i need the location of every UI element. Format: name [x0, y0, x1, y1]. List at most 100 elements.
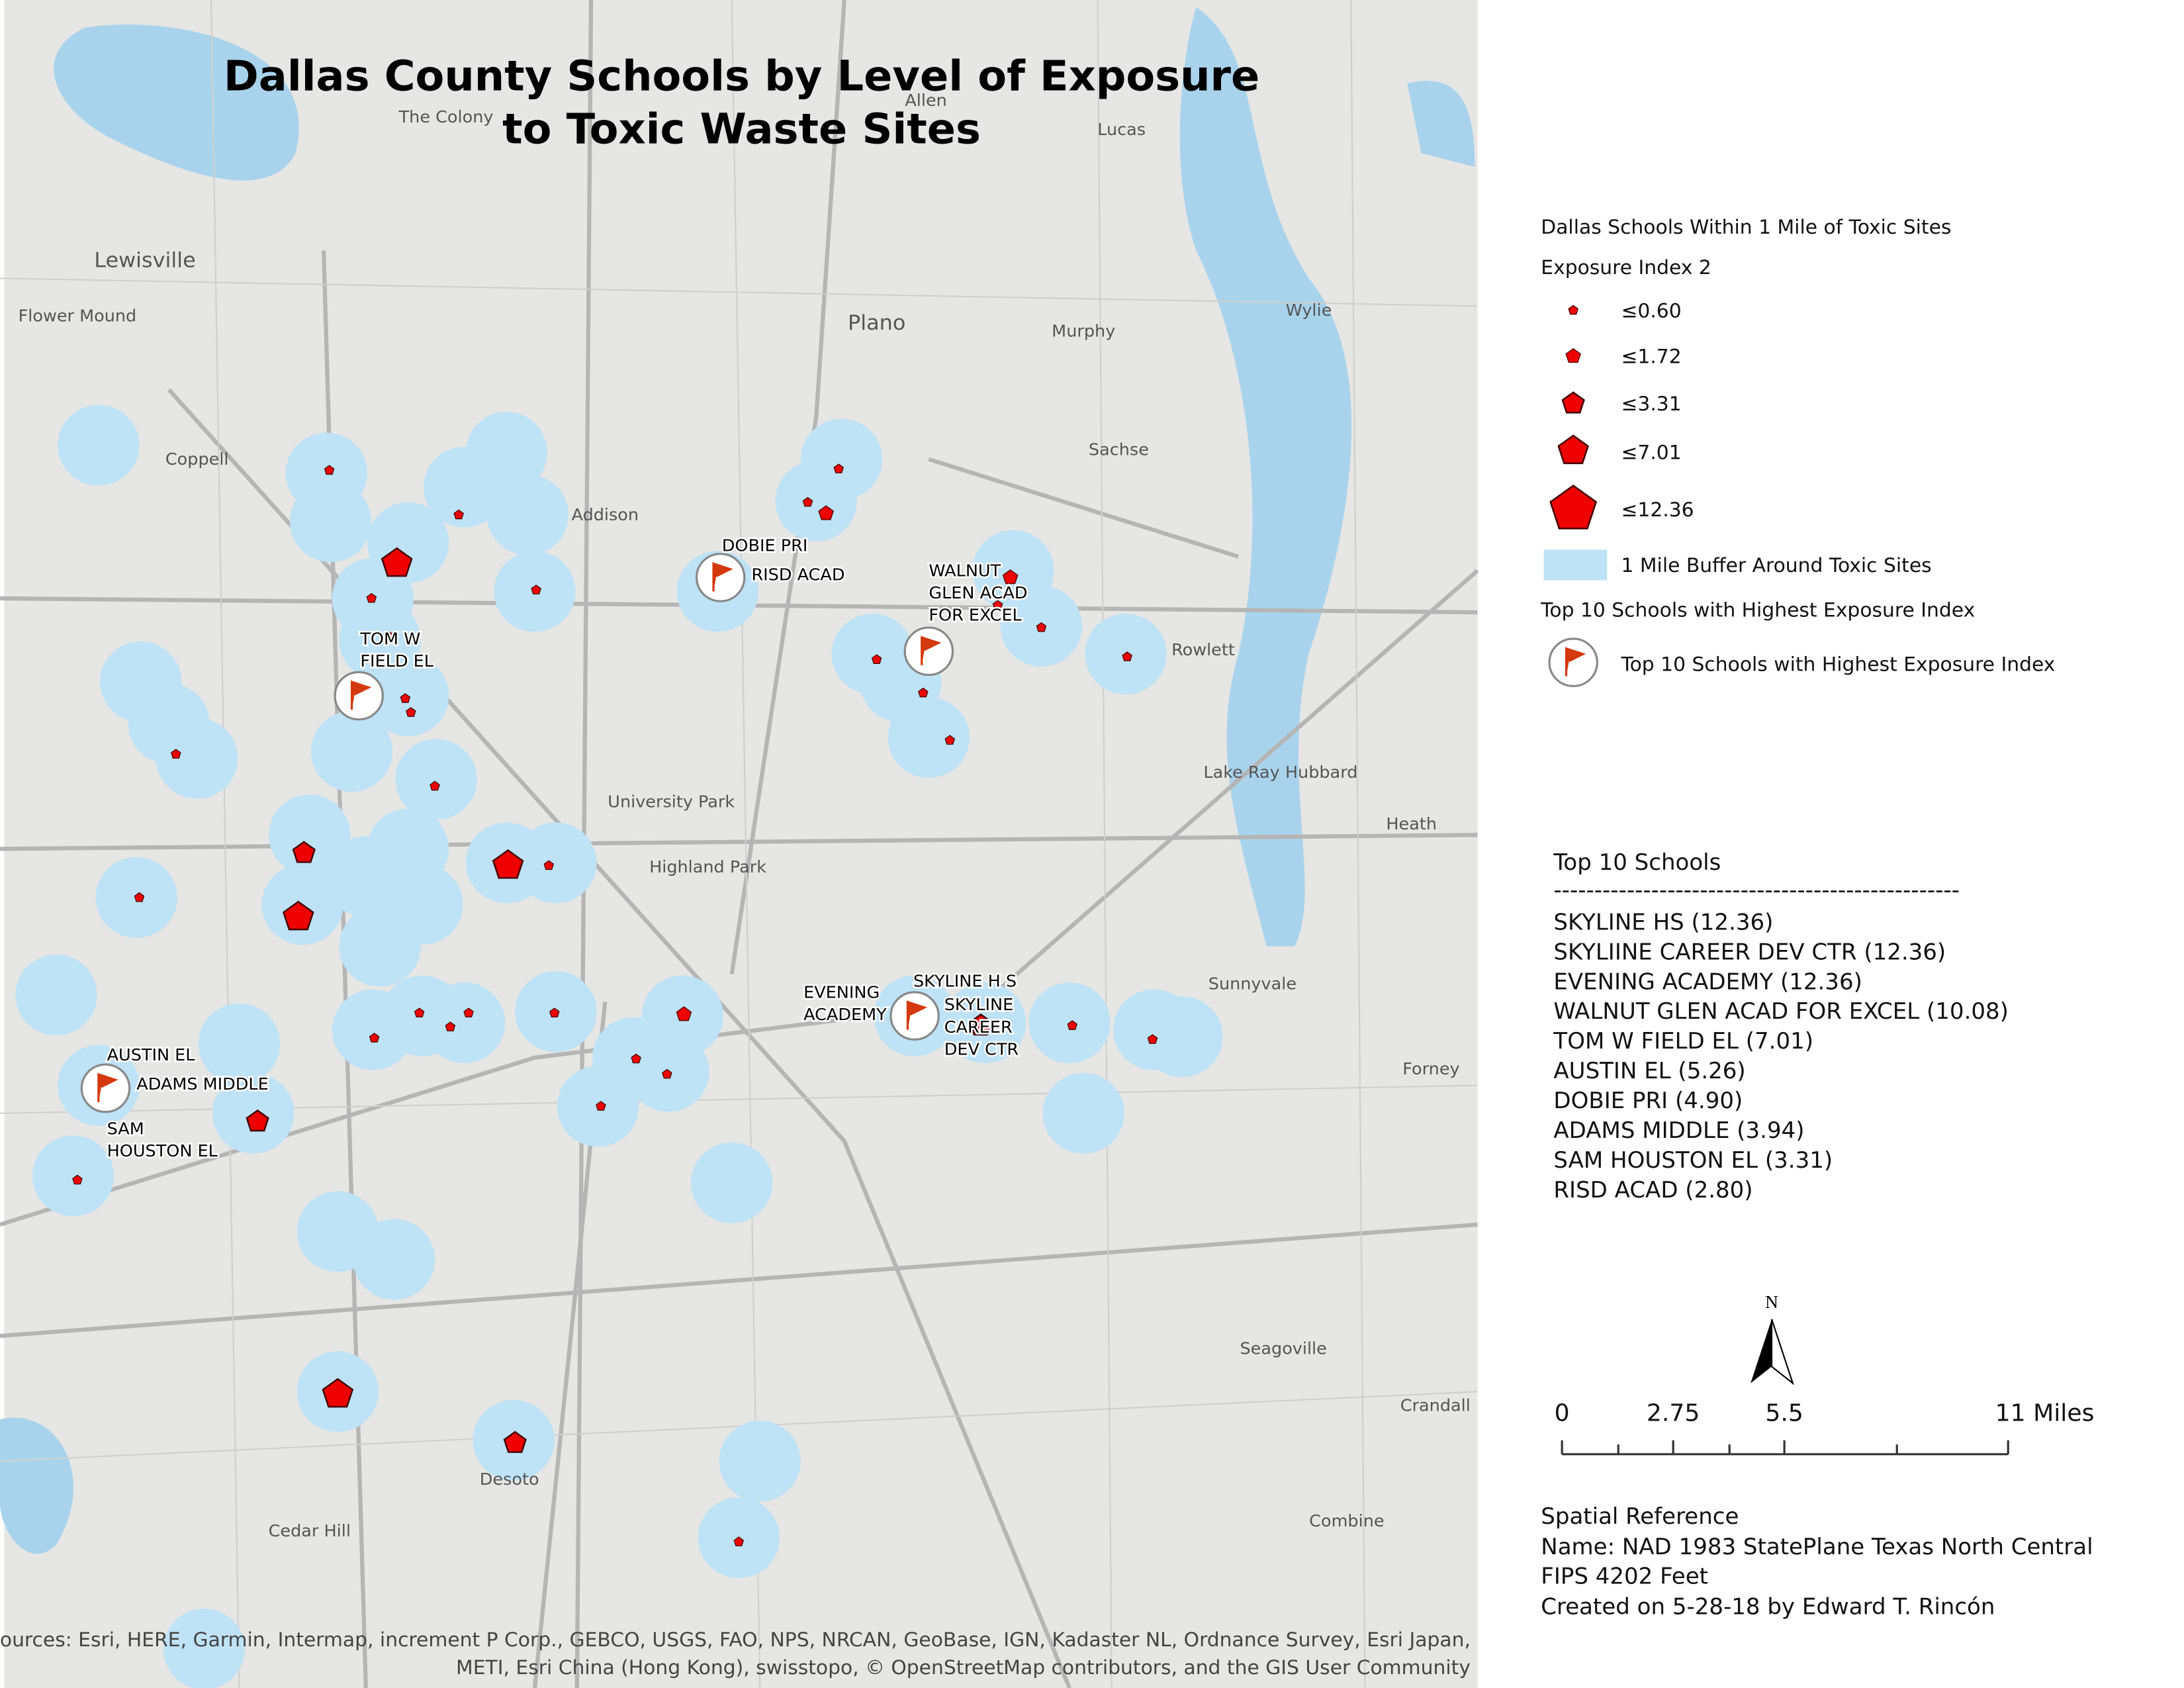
place-label: The Colony — [398, 107, 494, 126]
top-school-marker — [80, 1063, 131, 1113]
place-label: Lewisville — [94, 249, 195, 273]
buffer — [156, 718, 238, 799]
top10-item: WALNUT GLEN ACAD FOR EXCEL (10.08) — [1553, 998, 2009, 1024]
school-label: GLEN ACAD — [929, 583, 1027, 602]
school-symbol — [72, 1174, 83, 1185]
buffer — [1141, 996, 1223, 1078]
top10-item: SAM HOUSTON EL (3.31) — [1553, 1147, 1833, 1173]
ref-line: Name: NAD 1983 StatePlane Texas North Ce… — [1541, 1534, 2093, 1560]
school-symbol — [944, 735, 956, 745]
school-label: CAREER — [944, 1017, 1013, 1037]
source-line: Sources: Esri, HERE, Garmin, Intermap, i… — [0, 1628, 1471, 1651]
scale-label: 5.5 — [1765, 1400, 1803, 1427]
school-label: TOM W — [359, 628, 420, 648]
buffer — [691, 1142, 773, 1223]
school-label: HOUSTON EL — [107, 1141, 218, 1160]
school-label: WALNUT — [929, 560, 1001, 580]
place-label: Combine — [1309, 1511, 1384, 1530]
school-label: AUSTIN EL — [107, 1045, 195, 1064]
place-label: Highland Park — [649, 857, 766, 876]
school-label: ADAMS MIDDLE — [136, 1074, 269, 1094]
buffer — [424, 982, 506, 1064]
top10-item: RISD ACAD (2.80) — [1553, 1177, 1752, 1203]
school-symbol — [453, 509, 464, 520]
place-label: Addison — [572, 504, 639, 524]
source-line: METI, Esri China (Hong Kong), swisstopo,… — [456, 1656, 1471, 1679]
school-label: FOR EXCEL — [929, 605, 1021, 625]
top-school-flag — [921, 635, 942, 665]
place-label: Plano — [848, 311, 905, 335]
place-label: Sunnyvale — [1208, 974, 1297, 994]
school-symbol — [246, 1109, 269, 1132]
buffer — [269, 794, 351, 876]
top10-rule: ----------------------------------------… — [1553, 877, 1960, 903]
school-symbol — [1549, 485, 1598, 530]
legend-top-item: Top 10 Schools with Highest Exposure Ind… — [1620, 653, 2055, 675]
legend-buffer-swatch — [1543, 549, 1608, 581]
spatial-reference: Spatial Reference Name: NAD 1983 StatePl… — [1541, 1503, 2093, 1619]
school-symbol — [1147, 1034, 1158, 1044]
place-label: Desoto — [480, 1469, 539, 1489]
school-symbol — [549, 1008, 560, 1017]
place-label: University Park — [608, 791, 735, 811]
school-symbol — [1122, 651, 1132, 661]
place-label: Heath — [1386, 814, 1437, 833]
school-label: SKYLINE H S — [913, 971, 1017, 991]
legend: Dallas Schools Within 1 Mile of Toxic Si… — [1540, 216, 2055, 675]
buffer — [310, 711, 393, 792]
place-label: Coppell — [165, 449, 229, 469]
school-symbol — [596, 1101, 606, 1111]
school-symbol — [463, 1008, 474, 1017]
buffer — [32, 1135, 114, 1217]
top10-item: ADAMS MIDDLE (3.94) — [1553, 1117, 1804, 1143]
place-label: Forney — [1402, 1058, 1459, 1078]
school-symbol — [503, 1430, 527, 1453]
top10-item: DOBIE PRI (4.90) — [1553, 1088, 1743, 1113]
school-label: DEV CTR — [944, 1039, 1019, 1059]
school-symbol — [543, 860, 555, 870]
place-label: Crandall — [1400, 1395, 1471, 1415]
basemap — [0, 0, 1479, 1688]
school-symbol — [631, 1053, 641, 1064]
title: Dallas County Schools by Level of Exposu… — [224, 52, 1259, 153]
school-symbol — [400, 693, 411, 703]
scale-label: 0 — [1555, 1400, 1570, 1427]
school-symbol — [1067, 1020, 1077, 1030]
school-symbol — [406, 707, 416, 717]
top10-item: AUSTIN EL (5.26) — [1553, 1058, 1745, 1084]
place-label: Wylie — [1286, 300, 1332, 320]
top-school-marker — [1548, 637, 1598, 687]
school-label: SKYLINE — [944, 994, 1014, 1014]
school-symbol — [871, 654, 882, 664]
top-school-marker — [903, 626, 954, 677]
buffer — [163, 1609, 245, 1688]
school-label: FIELD EL — [360, 651, 433, 671]
school-label: EVENING — [803, 982, 880, 1002]
school-label: DOBIE PRI — [722, 536, 808, 555]
school-symbol — [430, 780, 440, 791]
school-symbol — [366, 592, 377, 603]
buffer — [58, 404, 140, 486]
top-school-flag — [350, 680, 372, 710]
buffer — [395, 739, 477, 820]
top-school-marker — [334, 671, 384, 721]
top10-item: TOM W FIELD EL (7.01) — [1553, 1028, 1813, 1054]
school-symbol — [1568, 305, 1578, 315]
school-symbol — [662, 1068, 672, 1079]
legend-buffer: 1 Mile Buffer Around Toxic Sites — [1621, 554, 1931, 577]
school-symbol — [531, 585, 541, 594]
school-symbol — [733, 1536, 745, 1546]
school-symbol — [833, 463, 844, 473]
top10-item: SKYLIINE CAREER DEV CTR (12.36) — [1553, 939, 1946, 964]
school-symbol — [992, 600, 1003, 610]
sources: Sources: Esri, HERE, Garmin, Intermap, i… — [0, 1628, 1471, 1679]
school-symbol — [1557, 434, 1590, 465]
top10-item: EVENING ACADEMY (12.36) — [1553, 968, 1862, 994]
top-school-flag — [712, 562, 733, 592]
school-symbol — [445, 1021, 456, 1031]
buffer — [1042, 1072, 1124, 1154]
school-label: SAM — [107, 1118, 144, 1138]
school-symbol — [802, 496, 813, 507]
buffer — [424, 446, 506, 528]
